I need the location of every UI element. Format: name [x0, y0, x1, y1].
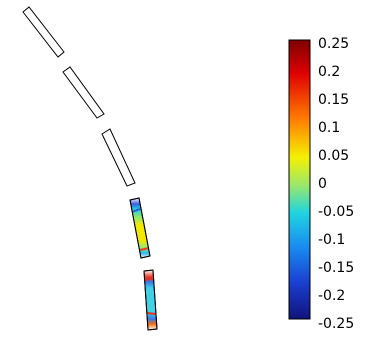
segment-5-outline: [143, 269, 158, 331]
colorbar-tick-label: 0.05: [318, 148, 349, 164]
colorbar-tick-label: -0.15: [318, 260, 354, 276]
segment-1: [22, 6, 65, 58]
colorbar-tick-label: -0.1: [318, 232, 345, 248]
segment-4-stripe-bottom: [139, 247, 150, 251]
colorbar-tick-label: 0.1: [318, 120, 340, 136]
colorbar: 0.25 0.2 0.15 0.1 0.05 0 -0.05 -0.1 -0.15 -0.2 -0.…: [288, 36, 354, 332]
colorbar-gradient: [288, 39, 311, 320]
segment-2: [62, 66, 105, 119]
segment-4-stripe-top: [131, 208, 141, 213]
colorbar-tick-label: -0.05: [318, 204, 354, 220]
segment-5-stripe-top: [144, 277, 155, 281]
colorbar-tick-labels: 0.25 0.2 0.15 0.1 0.05 0 -0.05 -0.1 -0.15 -0.2 -0.…: [318, 36, 354, 332]
colorbar-tick-label: 0.2: [318, 64, 340, 80]
segment-3: [101, 128, 136, 187]
colorbar-tick-label: 0.15: [318, 92, 349, 108]
segment-5-stripe-bottom: [146, 312, 157, 315]
segment-4-outline: [129, 197, 151, 259]
arc-segments: [22, 6, 158, 331]
colorbar-tick-label: 0.25: [318, 36, 349, 52]
colorbar-tick-label: 0: [318, 176, 327, 192]
colorbar-tick-label: -0.25: [318, 316, 354, 332]
colorbar-tick-label: -0.2: [318, 288, 345, 304]
